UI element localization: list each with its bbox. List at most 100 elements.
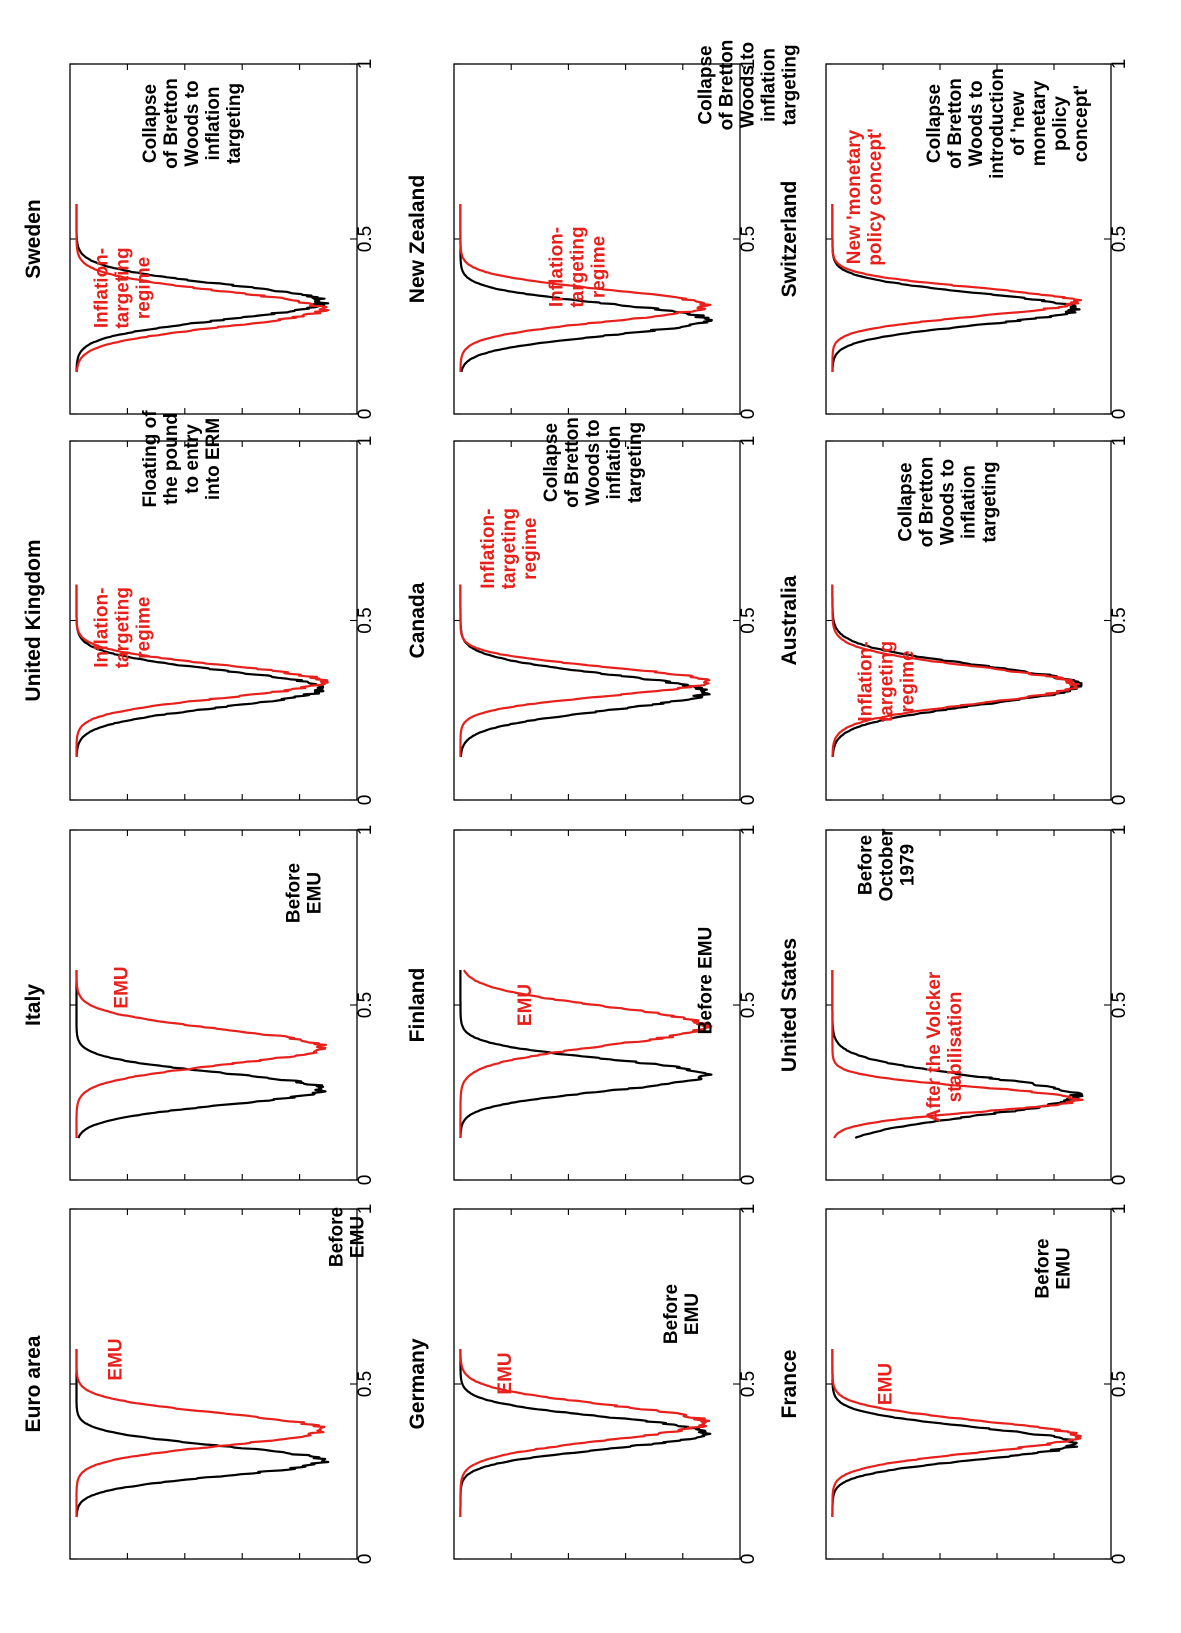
annotation-line: EMU	[348, 1216, 369, 1258]
annotation-line: inflation	[758, 48, 779, 122]
density-line	[75, 1348, 326, 1518]
density-line	[831, 1348, 1079, 1518]
x-tick-label: 0	[355, 795, 376, 806]
density-line	[831, 1348, 1082, 1518]
annotation-line: Collapse	[541, 423, 562, 502]
density-line	[75, 969, 327, 1139]
x-tick-label: 1	[1109, 59, 1130, 70]
panel-title: Canada	[406, 582, 429, 658]
annotation-line: Collapse	[695, 45, 716, 124]
x-tick-label: 0.5	[355, 607, 376, 633]
x-tick-label: 1	[355, 436, 376, 447]
annotation-line: regime	[133, 257, 154, 319]
panel-frame	[69, 1208, 358, 1560]
panel-title: United States	[778, 938, 801, 1072]
annotation-line: EMU	[495, 1352, 516, 1394]
annotation-line: Collapse	[896, 462, 917, 541]
annotation-label: Collapseof BrettonWoods toinflationtarge…	[140, 78, 245, 169]
annotation-line: targeting	[625, 422, 646, 503]
annotation-label: BeforeEMU	[1032, 1238, 1074, 1298]
annotation-label: BeforeEMU	[327, 1207, 369, 1267]
x-tick-label: 0.5	[738, 607, 759, 633]
annotation-label: BeforeEMU	[284, 863, 326, 923]
annotation-line: introduction	[987, 68, 1008, 179]
annotation-line: EMU	[515, 984, 536, 1026]
annotation-line: targeting	[779, 44, 800, 125]
annotation-line: Collapse	[924, 84, 945, 163]
panel-title: Switzerland	[778, 181, 801, 298]
annotation-line: targeting	[112, 587, 133, 668]
panel-finland: 0 0.5 1 Finland Before EMU EMU	[406, 825, 759, 1186]
annotation-line: Inflation-	[547, 227, 568, 307]
annotation-label: EMU	[111, 966, 132, 1008]
density-line	[75, 584, 329, 758]
annotation-label: Inflation-targetingregime	[547, 226, 610, 307]
annotation-line: EMU	[305, 872, 326, 914]
annotation-label: EMU	[106, 1338, 127, 1380]
annotation-line: regime	[898, 650, 919, 712]
x-tick-label: 1	[1109, 436, 1130, 447]
panel-new-zealand: 0 0.5 1 New Zealand Collapseof BrettonWoods …	[406, 40, 800, 420]
x-tick-label: 1	[1109, 1204, 1130, 1215]
annotation-label: Collapseof BrettonWoods toinflationtarge…	[896, 457, 1001, 548]
x-tick-label: 0.5	[355, 226, 376, 252]
x-tick-label: 0.5	[738, 992, 759, 1018]
x-tick-label: 0	[1109, 1175, 1130, 1186]
density-line	[459, 584, 711, 758]
x-tick-label: 0	[355, 1175, 376, 1186]
annotation-line: Woods to	[966, 80, 987, 166]
annotation-line: targeting	[980, 461, 1001, 542]
annotation-label: EMU	[495, 1352, 516, 1394]
annotation-line: regime	[133, 597, 154, 659]
annotation-label: New 'monetarypolicy concept'	[844, 128, 886, 266]
annotation-line: October	[877, 828, 898, 901]
annotation-label: BeforeOctober1979	[856, 828, 919, 901]
x-tick-label: 0	[738, 795, 759, 806]
x-tick-label: 1	[738, 436, 759, 447]
x-tick-label: 0	[355, 1554, 376, 1565]
panel-title: Sweden	[22, 199, 45, 278]
annotation-line: EMU	[682, 1293, 703, 1335]
annotation-line: to entry	[182, 424, 203, 494]
annotation-label: Inflation-targetingregime	[91, 587, 154, 668]
x-tick-label: 0	[738, 1554, 759, 1565]
annotation-label: Inflation-targetingregime	[478, 508, 541, 589]
annotation-line: of Bretton	[161, 78, 182, 169]
annotation-line: EMU	[1053, 1247, 1074, 1289]
x-tick-label: 0.5	[1109, 226, 1130, 252]
annotation-line: After the Volcker	[924, 971, 945, 1122]
x-tick-label: 0	[1109, 795, 1130, 806]
annotation-line: New 'monetary	[844, 129, 865, 264]
panel-title: United Kingdom	[22, 539, 45, 701]
x-tick-label: 0	[1109, 1554, 1130, 1565]
panel-title: Germany	[406, 1338, 429, 1429]
annotation-line: policy	[1050, 96, 1071, 151]
annotation-label: Collapseof BrettonWoods toinflationtarge…	[695, 40, 800, 131]
x-tick-label: 0.5	[1109, 992, 1130, 1018]
panel-switzerland: 0 0.5 1 Switzerland Collapseof BrettonWoods …	[778, 59, 1130, 420]
panel-title: New Zealand	[406, 175, 429, 303]
annotation-line: of Bretton	[945, 78, 966, 169]
x-tick-label: 0.5	[1109, 607, 1130, 633]
annotation-line: Before	[327, 1207, 348, 1267]
x-tick-label: 0.5	[738, 1371, 759, 1397]
density-line	[459, 969, 713, 1139]
annotation-line: Before EMU	[695, 927, 716, 1035]
annotation-line: of Bretton	[716, 40, 737, 131]
panel-united-states: 0 0.5 1 United States BeforeOctober1979 After…	[778, 825, 1130, 1186]
annotation-line: EMU	[876, 1363, 897, 1405]
annotation-label: Collapseof BrettonWoods toinflationtarge…	[541, 417, 646, 508]
density-line	[75, 969, 327, 1139]
annotation-line: regime	[520, 518, 541, 580]
annotation-line: Inflation-	[478, 509, 499, 589]
annotation-label: EMU	[876, 1363, 897, 1405]
annotation-line: Woods to	[583, 419, 604, 505]
annotation-line: of 'new	[1008, 91, 1029, 156]
annotation-line: the pound	[161, 413, 182, 505]
panel-canada: 0 0.5 1 Canada Collapseof BrettonWoods toinf…	[406, 417, 759, 805]
annotation-label: EMU	[515, 984, 536, 1026]
annotation-line: targeting	[568, 226, 589, 307]
